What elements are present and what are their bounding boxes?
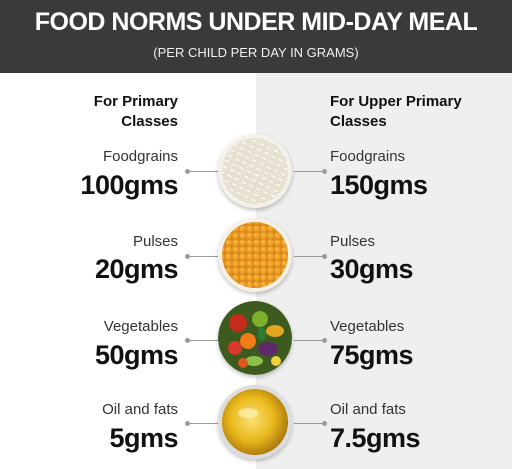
header-banner: FOOD NORMS UNDER MID-DAY MEAL (PER CHILD… — [0, 0, 512, 73]
connector-line — [294, 338, 327, 343]
connector-line — [185, 254, 218, 259]
foodgrains-primary-value: 100gms — [80, 170, 178, 200]
oil-upper-value: 7.5gms — [330, 423, 421, 453]
foodgrains-label: Foodgrains — [330, 148, 406, 165]
connector-line — [294, 169, 327, 174]
pulses-bowl-icon — [218, 218, 292, 292]
vegetables-primary-value: 50gms — [94, 340, 179, 370]
vegetables-label: Vegetables — [103, 318, 178, 335]
page-subtitle: (PER CHILD PER DAY IN GRAMS) — [153, 45, 359, 60]
connector-line — [294, 254, 327, 259]
rice-bowl-icon — [218, 134, 292, 208]
pulses-upper-value: 30gms — [330, 254, 414, 284]
connector-line — [294, 421, 327, 426]
upper-primary-heading: For Upper Primary Classes — [330, 93, 462, 130]
connector-line — [185, 338, 218, 343]
oil-label: Oil and fats — [102, 401, 178, 418]
oil-bowl-icon — [218, 385, 292, 459]
foodgrains-upper-value: 150gms — [330, 170, 428, 200]
oil-primary-value: 5gms — [109, 423, 178, 453]
connector-line — [185, 169, 218, 174]
foodgrains-label: Foodgrains — [102, 148, 178, 165]
oil-label: Oil and fats — [330, 401, 406, 418]
vegetables-upper-value: 75gms — [330, 340, 414, 370]
connector-line — [185, 421, 218, 426]
page-title: FOOD NORMS UNDER MID-DAY MEAL — [34, 8, 478, 36]
vegetables-bowl-icon — [218, 301, 292, 375]
pulses-label: Pulses — [330, 233, 376, 250]
primary-heading: For Primary Classes — [93, 93, 178, 130]
upper-primary-panel — [256, 73, 512, 469]
vegetables-label: Vegetables — [330, 318, 405, 335]
pulses-primary-value: 20gms — [94, 254, 179, 284]
pulses-label: Pulses — [132, 233, 178, 250]
